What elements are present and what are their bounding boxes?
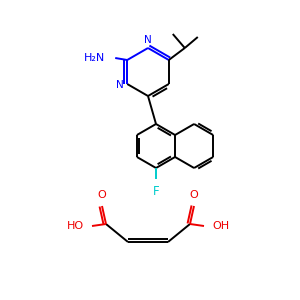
Text: OH: OH bbox=[212, 221, 229, 231]
Text: N: N bbox=[116, 80, 124, 90]
Text: F: F bbox=[153, 185, 159, 198]
Text: O: O bbox=[190, 190, 198, 200]
Text: HO: HO bbox=[67, 221, 84, 231]
Text: H₂N: H₂N bbox=[84, 53, 105, 63]
Text: O: O bbox=[98, 190, 106, 200]
Text: N: N bbox=[144, 35, 152, 45]
